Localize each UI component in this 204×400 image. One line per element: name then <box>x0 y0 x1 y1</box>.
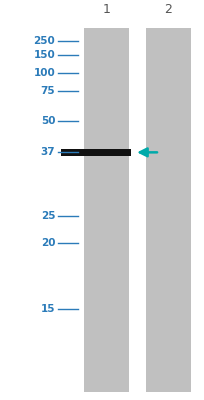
Text: 25: 25 <box>41 211 55 221</box>
Text: 250: 250 <box>33 36 55 46</box>
FancyBboxPatch shape <box>84 28 129 392</box>
Text: 2: 2 <box>163 3 171 16</box>
Text: 75: 75 <box>41 86 55 96</box>
Text: 150: 150 <box>33 50 55 60</box>
FancyBboxPatch shape <box>145 28 190 392</box>
FancyBboxPatch shape <box>61 149 131 156</box>
Text: 1: 1 <box>102 3 110 16</box>
Text: 15: 15 <box>41 304 55 314</box>
Text: 37: 37 <box>41 147 55 157</box>
Text: 20: 20 <box>41 238 55 248</box>
Text: 50: 50 <box>41 116 55 126</box>
Text: 100: 100 <box>33 68 55 78</box>
